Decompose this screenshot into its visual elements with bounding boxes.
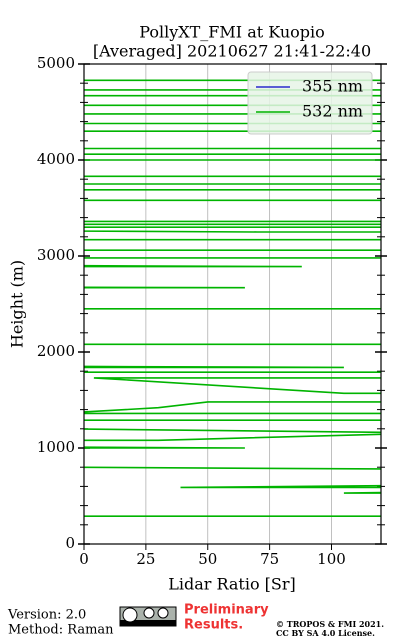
x-tick-label: 25 [136,550,155,568]
preliminary: Preliminary [184,603,269,618]
license: © TROPOS & FMI 2021. [276,619,384,629]
x-tick-label: 0 [79,550,89,568]
chart-title: PollyXT_FMI at Kuopio [139,23,325,42]
x-tick-label: 75 [260,550,279,568]
y-tick-label: 4000 [37,150,75,168]
y-tick-label: 1000 [37,438,75,456]
data-line [84,79,381,517]
preliminary: Results. [184,618,243,633]
x-axis-label: Lidar Ratio [Sr] [168,575,296,594]
y-axis-label: Height (m) [8,260,27,348]
y-tick-label: 5000 [37,54,75,72]
legend-label: 355 nm [302,77,363,96]
y-tick-label: 3000 [37,246,75,264]
y-tick-label: 2000 [37,342,75,360]
legend-label: 532 nm [302,102,363,121]
cc-badge [119,606,177,627]
chart-subtitle: [Averaged] 20210627 21:41-22:40 [93,42,371,61]
version: Version: 2.0 [7,608,86,623]
x-tick-label: 100 [317,550,346,568]
license: CC BY SA 4.0 License. [276,628,375,638]
plot-frame [83,63,382,545]
x-tick-label: 50 [198,550,217,568]
method: Method: Raman [8,623,114,638]
plot-area [84,79,381,517]
y-tick-label: 0 [65,534,75,552]
